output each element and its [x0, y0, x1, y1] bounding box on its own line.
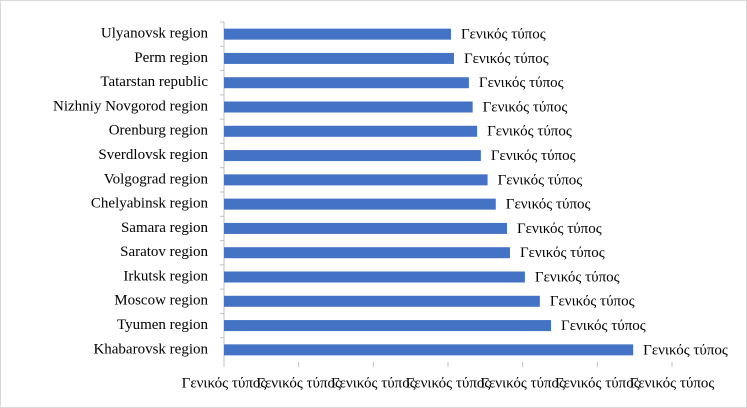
x-tick-label: Γενικός τύπος [480, 375, 565, 391]
bar [224, 320, 552, 332]
value-label: Γενικός τύπος [550, 294, 635, 310]
value-label: Γενικός τύπος [479, 75, 564, 91]
bar [224, 198, 496, 210]
y-tick-label: Samara region [121, 220, 209, 236]
bar [224, 28, 451, 40]
value-label: Γενικός τύπος [483, 99, 568, 115]
value-label: Γενικός τύπος [487, 124, 572, 140]
y-tick-label: Chelyabinsk region [91, 196, 209, 212]
y-tick-label: Moscow region [114, 293, 208, 309]
value-label: Γενικός τύπος [520, 245, 605, 261]
y-tick-label: Saratov region [120, 244, 208, 260]
value-label: Γενικός τύπος [506, 197, 591, 213]
bar [224, 101, 473, 113]
bar [224, 150, 481, 162]
value-label: Γενικός τύπος [491, 148, 576, 164]
y-tick-label: Ulyanovsk region [101, 26, 209, 42]
value-label: Γενικός τύπος [498, 172, 583, 188]
bar [224, 125, 478, 137]
bar [224, 174, 488, 186]
y-tick-label: Tyumen region [117, 317, 209, 333]
y-tick-label: Tatarstan republic [100, 74, 208, 90]
x-tick-label: Γενικός τύπος [630, 375, 715, 391]
bar [224, 77, 469, 89]
value-label: Γενικός τύπος [535, 269, 620, 285]
x-tick-label: Γενικός τύπος [555, 375, 640, 391]
bar [224, 52, 454, 64]
bar [224, 271, 525, 283]
bar [224, 344, 634, 356]
x-tick-label: Γενικός τύπος [182, 375, 267, 391]
value-label: Γενικός τύπος [643, 342, 728, 358]
y-tick-label: Nizhniy Novgorod region [53, 98, 208, 114]
value-label: Γενικός τύπος [464, 51, 549, 67]
bar [224, 295, 540, 307]
bar [224, 247, 510, 259]
value-label: Γενικός τύπος [517, 221, 602, 237]
y-tick-label: Khabarovsk region [93, 341, 208, 357]
bar [224, 222, 507, 234]
y-tick-label: Irkutsk region [123, 268, 208, 284]
x-tick-label: Γενικός τύπος [331, 375, 416, 391]
value-label: Γενικός τύπος [461, 27, 546, 43]
y-tick-label: Sverdlovsk region [98, 147, 208, 163]
y-tick-label: Orenburg region [109, 123, 209, 139]
x-tick-label: Γενικός τύπος [406, 375, 491, 391]
y-tick-label: Volgograd region [104, 171, 209, 187]
x-tick-label: Γενικός τύπος [256, 375, 341, 391]
value-label: Γενικός τύπος [561, 318, 646, 334]
y-tick-label: Perm region [134, 50, 208, 66]
